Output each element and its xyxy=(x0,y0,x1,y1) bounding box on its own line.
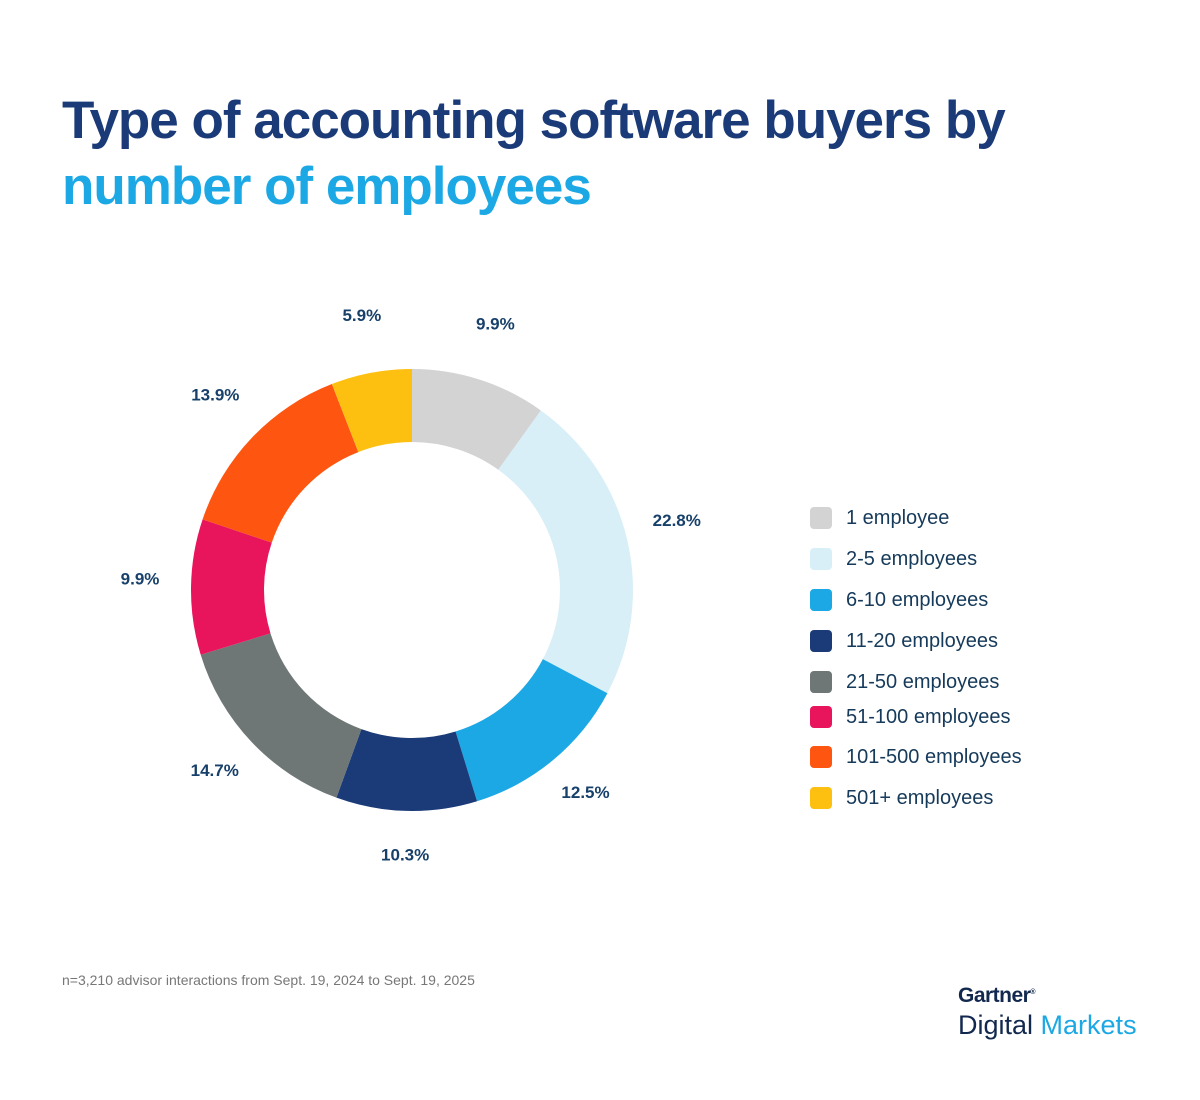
legend-label: 21-50 employees xyxy=(846,670,1000,693)
data-label: 10.3% xyxy=(381,845,429,864)
legend-item: 2-5 employees xyxy=(810,547,1022,571)
donut-slice-7 xyxy=(202,384,359,543)
donut-slice-4 xyxy=(336,729,478,811)
data-label: 13.9% xyxy=(191,386,239,405)
legend-swatch xyxy=(810,589,832,611)
legend-swatch xyxy=(810,746,832,768)
legend-item: 21-50 employees xyxy=(810,670,1022,694)
data-label: 9.9% xyxy=(121,570,160,589)
legend-swatch xyxy=(810,671,832,693)
legend-swatch xyxy=(810,787,832,809)
legend-label: 51-100 employees xyxy=(846,705,1011,728)
legend-label: 501+ employees xyxy=(846,786,994,809)
data-label: 12.5% xyxy=(561,783,609,802)
chart-legend: 1 employee 2-5 employees 6-10 employees 11-… xyxy=(810,506,1022,810)
gartner-digital-markets-logo: Gartner® Digital Markets xyxy=(958,984,1137,1041)
donut-slice-8 xyxy=(331,369,412,453)
legend-label: 101-500 employees xyxy=(846,745,1022,768)
legend-label: 1 employee xyxy=(846,506,950,529)
legend-item: 11-20 employees xyxy=(810,629,1022,653)
legend-item: 1 employee xyxy=(810,506,1022,530)
donut-slice-3 xyxy=(455,659,608,802)
donut-slice-2 xyxy=(498,410,633,694)
data-label: 9.9% xyxy=(476,315,515,334)
logo-brand: Gartner xyxy=(958,984,1031,1007)
logo-product-b: Markets xyxy=(1040,1010,1137,1040)
legend-item: 6-10 employees xyxy=(810,588,1022,612)
title-line-2: number of employees xyxy=(62,157,592,216)
legend-swatch xyxy=(810,507,832,529)
logo-registered: ® xyxy=(1030,989,1036,996)
data-label: 5.9% xyxy=(342,306,381,325)
footnote: n=3,210 advisor interactions from Sept. … xyxy=(62,972,475,988)
legend-swatch xyxy=(810,548,832,570)
logo-product-a: Digital xyxy=(958,1010,1034,1040)
donut-slice-5 xyxy=(200,633,362,798)
data-label: 22.8% xyxy=(653,511,701,530)
legend-swatch xyxy=(810,630,832,652)
legend-item: 101-500 employees xyxy=(810,745,1022,769)
legend-item: 501+ employees xyxy=(810,786,1022,810)
donut-slice-6 xyxy=(191,519,272,655)
legend-label: 2-5 employees xyxy=(846,547,978,570)
chart-title: Type of accounting software buyers by nu… xyxy=(62,88,1006,220)
legend-label: 11-20 employees xyxy=(846,629,998,652)
title-line-1: Type of accounting software buyers by xyxy=(62,91,1006,150)
legend-item: 51-100 employees xyxy=(810,705,1022,729)
donut-slice-1 xyxy=(412,369,541,470)
legend-swatch xyxy=(810,706,832,728)
legend-label: 6-10 employees xyxy=(846,588,989,611)
data-label: 14.7% xyxy=(191,761,239,780)
